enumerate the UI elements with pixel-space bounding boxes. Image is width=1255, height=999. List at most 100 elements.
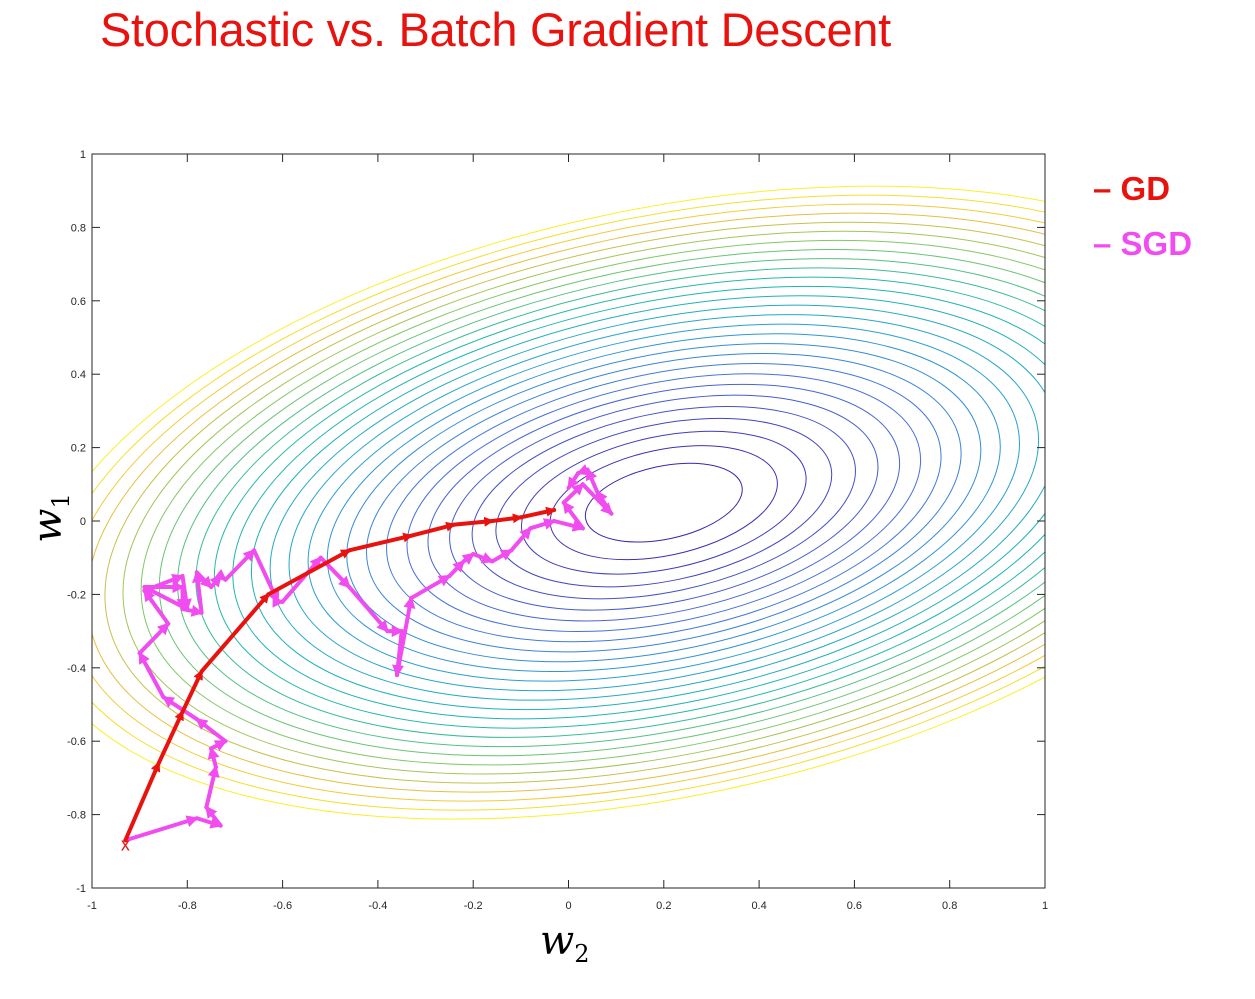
gd-step [123, 761, 161, 843]
contour-line [471, 405, 856, 600]
y-tick-label: -0.2 [67, 589, 86, 601]
gd-step [180, 669, 204, 714]
contour-line [195, 267, 1045, 738]
contour-line [232, 285, 1045, 720]
contour-line [92, 203, 1045, 802]
sgd-step [207, 746, 220, 769]
sgd-step [509, 526, 533, 553]
sgd-step [194, 570, 214, 590]
plot-frame [91, 153, 1046, 889]
sgd-step [161, 695, 199, 722]
sgd-step [280, 555, 323, 604]
contour-line [520, 430, 807, 575]
y-axis-label: w1 [18, 488, 78, 548]
gd-step [266, 548, 352, 597]
gd-step [347, 532, 414, 553]
contour-line [406, 373, 922, 632]
axis-ticks: -1 -0.8 -0.6 -0.4 -0.2 0 0.2 0.4 0.6 0.8 1 -1 -0.8 -0… [67, 149, 1048, 912]
x-tick-label: -0.2 [464, 900, 483, 912]
y-tick-label: 0.8 [71, 222, 86, 234]
sgd-step [566, 471, 581, 490]
sgd-step [252, 548, 280, 604]
contour-line [140, 239, 1045, 766]
sgd-step [471, 552, 495, 564]
sgd-step [552, 519, 585, 532]
legend-entry-sgd: – SGD [1093, 225, 1192, 263]
contour-line [307, 323, 1020, 682]
gd-step [156, 709, 185, 766]
sgd-step [194, 816, 223, 829]
sgd-step [194, 717, 228, 744]
x-tick-label: -0.4 [368, 900, 387, 912]
contour-line [288, 314, 1040, 692]
contour-line [158, 249, 1045, 757]
sgd-step [394, 596, 416, 678]
x-tick-label: 0 [565, 900, 571, 912]
y-tick-label: 0.4 [71, 369, 86, 381]
sgd-step [123, 815, 199, 843]
y-tick-label: -0.8 [67, 810, 86, 822]
contour-line [122, 230, 1045, 775]
sgd-step [595, 489, 614, 516]
contour-line [92, 212, 1045, 793]
x-tick-label: 0.2 [656, 900, 671, 912]
x-axis-label-subscript: 2 [574, 940, 590, 968]
sgd-step [209, 739, 228, 752]
sgd-step [137, 651, 166, 700]
sgd-step [204, 805, 223, 828]
contour-line [449, 394, 879, 611]
x-tick-label: 0.8 [942, 900, 957, 912]
sgd-step [223, 548, 257, 582]
sgd-step [528, 518, 557, 531]
y-tick-label: 0.2 [71, 443, 86, 455]
y-tick-label: -0.6 [67, 736, 86, 748]
sgd-step [461, 552, 476, 565]
x-tick-label: 0.6 [847, 900, 862, 912]
y-tick-label: 1 [80, 149, 86, 161]
contour-line [250, 295, 1045, 711]
contour-line [92, 194, 1045, 811]
y-axis-label-text: w [25, 508, 71, 543]
y-tick-label: -0.4 [67, 663, 86, 675]
y-tick-label: -1 [76, 883, 86, 895]
legend-gd-dash: – [1093, 170, 1112, 207]
contour-line [584, 462, 743, 543]
contour-lines [92, 185, 1045, 820]
gd-step [409, 521, 457, 538]
sgd-step [490, 548, 514, 564]
x-tick-label: 0.4 [751, 900, 766, 912]
x-axis-label: w2 [540, 918, 590, 968]
contour-line [326, 333, 1001, 672]
legend-sgd-label: SGD [1120, 225, 1193, 262]
y-axis-label-subscript: 1 [47, 493, 75, 509]
sgd-step [561, 482, 585, 505]
sgd-step [204, 764, 220, 810]
x-tick-label: -0.8 [178, 900, 197, 912]
x-tick-label: -1 [87, 900, 97, 912]
legend-gd-label: GD [1120, 170, 1171, 207]
contour-line [495, 417, 833, 588]
legend-entry-gd: – GD [1093, 170, 1170, 208]
sgd-step [192, 570, 204, 615]
sgd-step [409, 574, 452, 601]
contour-line [427, 383, 901, 622]
sgd-step [180, 604, 204, 617]
y-tick-label: 0.6 [71, 296, 86, 308]
sgd-step [447, 559, 466, 579]
y-tick-label: 0 [80, 516, 86, 528]
contour-line [104, 221, 1045, 784]
sgd-step [209, 574, 223, 590]
contour-line [92, 185, 1045, 820]
sgd-step [347, 585, 390, 634]
x-tick-label: 1 [1042, 900, 1048, 912]
descent-paths: x [121, 464, 614, 854]
sgd-step [561, 500, 585, 531]
x-axis-label-text: w [540, 918, 575, 964]
contour-line [386, 363, 942, 643]
x-tick-label: -0.6 [273, 900, 292, 912]
start-marker: x [121, 834, 130, 854]
legend-sgd-dash: – [1093, 225, 1112, 262]
gd-step [490, 513, 523, 524]
gd-step [452, 516, 495, 527]
